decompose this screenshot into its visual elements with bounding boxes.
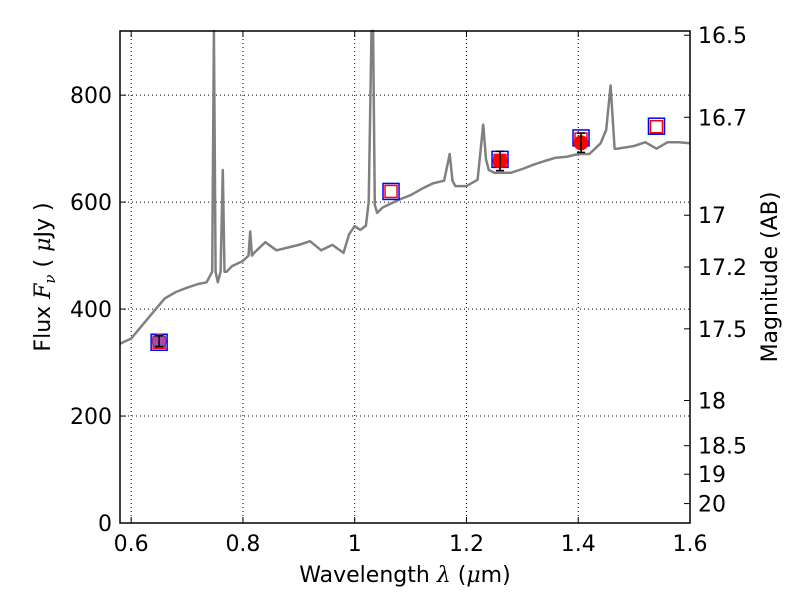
y-tick-label: 600	[70, 191, 112, 216]
right-tick-label: 16.7	[698, 106, 747, 131]
x-tick-label: 0.8	[225, 532, 260, 557]
y-tick-label: 0	[98, 512, 112, 537]
right-tick-label: 17.2	[698, 256, 747, 281]
blue-square-marker	[382, 182, 400, 201]
y-axis-label: Flux Fν ( μJy )	[31, 202, 59, 351]
red-square-marker	[384, 184, 398, 199]
right-axis-ticks: 16.5 16.7 17 17.2 17.5 18 18.5 19 20	[684, 24, 747, 518]
x-axis-ticks: 0.6 0.8 1 1.2 1.4 1.6	[114, 31, 708, 557]
x-tick-label: 1	[348, 532, 362, 557]
x-axis-label: Wavelength λ (μm)	[299, 563, 510, 588]
right-axis-label: Magnitude (AB)	[758, 192, 783, 363]
grid	[120, 31, 690, 523]
blue-square-marker	[647, 117, 666, 135]
right-tick-label: 17	[698, 204, 726, 229]
y-tick-label: 200	[70, 405, 112, 430]
right-tick-label: 17.5	[698, 318, 747, 343]
y-tick-label: 400	[70, 298, 112, 323]
right-tick-label: 19	[698, 463, 726, 488]
right-tick-label: 18.5	[698, 435, 747, 460]
y-axis-ticks: 0 200 400 600 800	[70, 84, 126, 537]
x-tick-label: 1.6	[673, 532, 708, 557]
x-tick-label: 0.6	[114, 532, 149, 557]
x-tick-label: 1.2	[449, 532, 484, 557]
photometry-points	[150, 117, 666, 351]
x-tick-label: 1.4	[561, 532, 596, 557]
right-tick-label: 20	[698, 493, 726, 518]
y-tick-label: 800	[70, 84, 112, 109]
spectrum-layer	[119, 29, 691, 345]
right-tick-label: 18	[698, 389, 726, 414]
spectrum-line	[119, 29, 691, 345]
red-square-marker	[649, 119, 664, 134]
right-tick-label: 16.5	[698, 24, 747, 49]
plot-frame	[119, 30, 691, 524]
